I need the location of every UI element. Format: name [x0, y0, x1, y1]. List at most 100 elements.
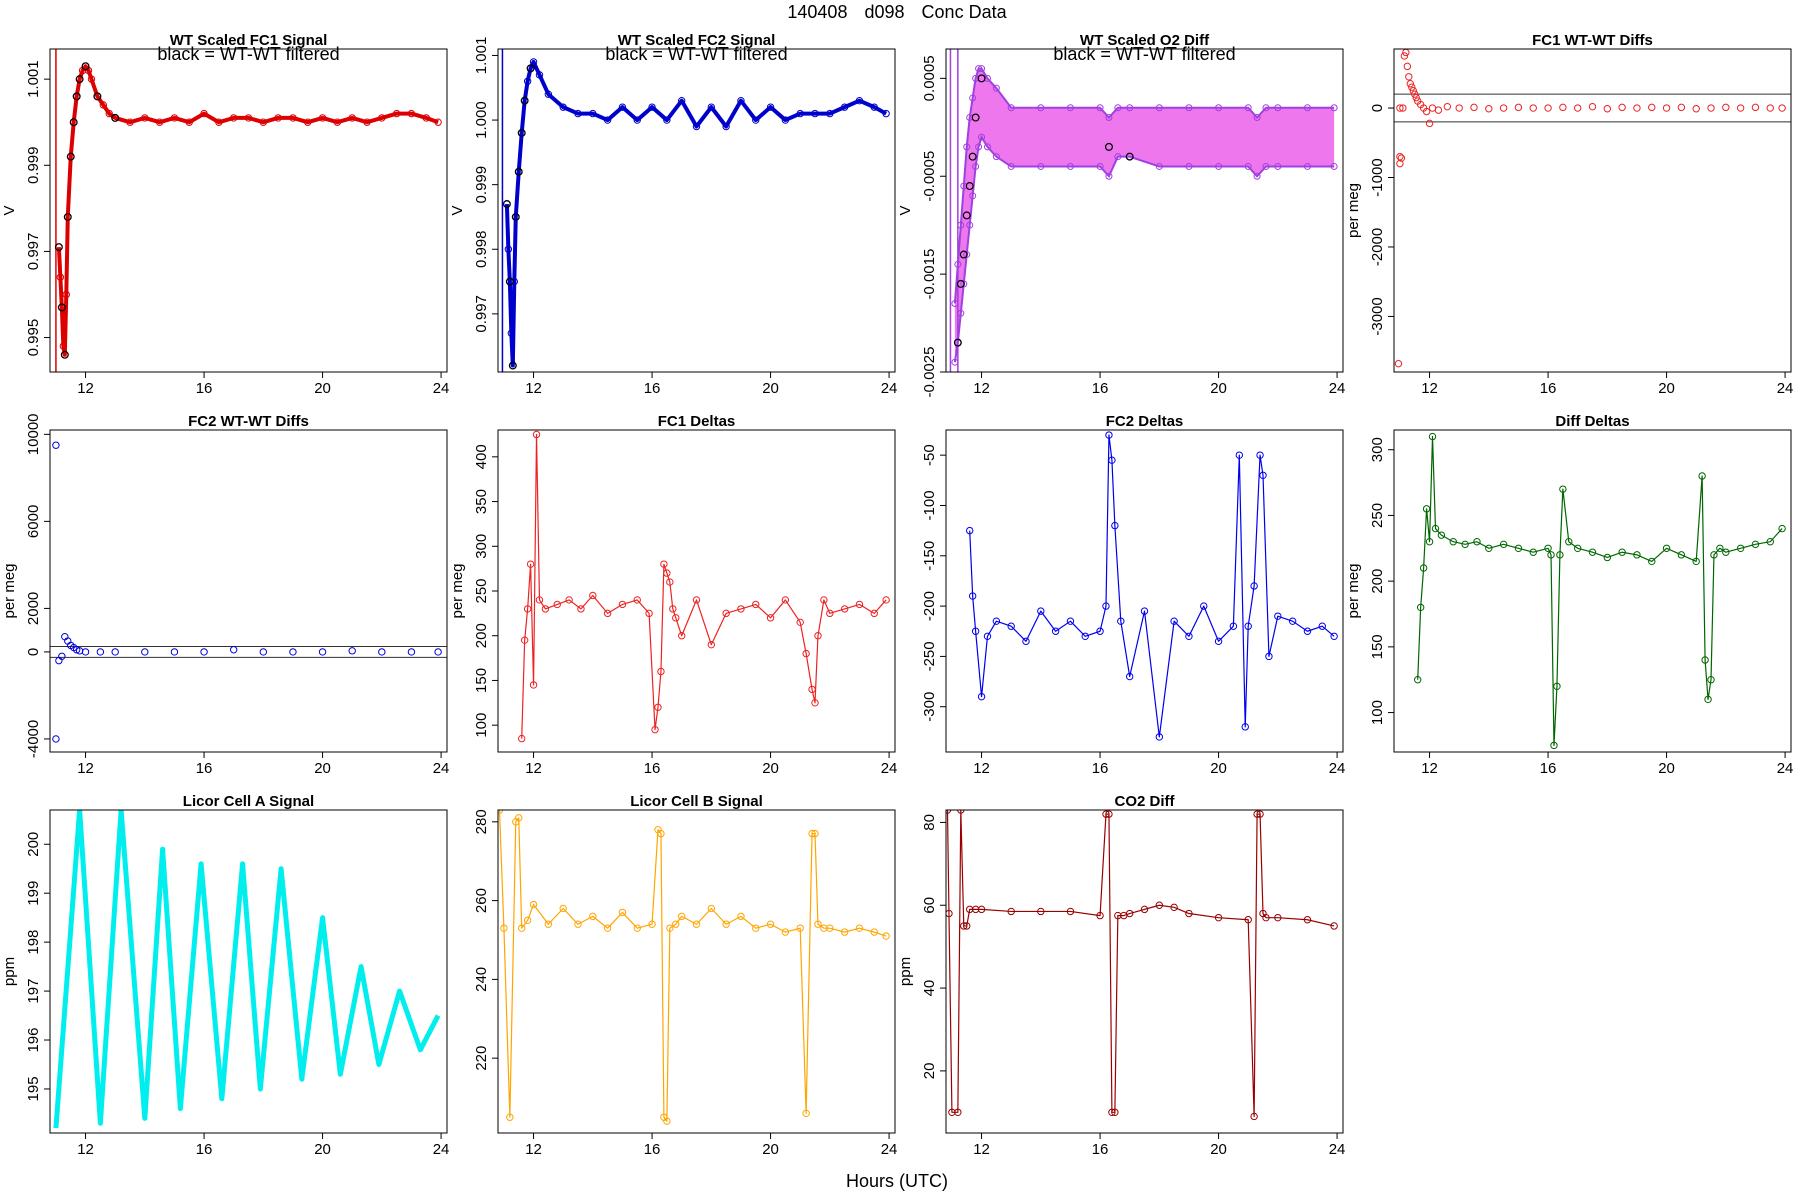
data-point — [318, 114, 327, 122]
data-point — [126, 118, 134, 126]
data-point — [1303, 104, 1311, 112]
filtered-point — [1104, 142, 1113, 151]
data-point — [1111, 521, 1119, 530]
data-point — [1253, 114, 1261, 122]
x-tick-label: 12 — [973, 1141, 990, 1158]
data-point — [1096, 104, 1104, 112]
y-axis-label: per meg — [1, 563, 18, 618]
panel-title: FC1 Deltas — [658, 413, 736, 430]
data-point — [155, 118, 164, 126]
data-point — [966, 526, 974, 535]
data-point — [811, 109, 819, 118]
data-point — [648, 103, 656, 111]
plot-frame — [945, 48, 1344, 373]
data-point — [1722, 103, 1730, 112]
y-axis-label: V — [897, 205, 914, 215]
data-point — [811, 699, 819, 707]
data-point — [1588, 102, 1597, 111]
filtered-point — [977, 74, 986, 83]
data-point — [1473, 538, 1481, 546]
data-point — [185, 118, 193, 126]
data-point — [826, 924, 834, 932]
data-point — [983, 143, 991, 151]
data-point — [559, 103, 567, 111]
x-tick-label: 20 — [314, 380, 331, 397]
data-point — [1215, 104, 1223, 112]
data-point — [1431, 524, 1440, 533]
data-point — [1778, 524, 1786, 533]
panel-title: Licor Cell A Signal — [183, 793, 314, 810]
data-point — [523, 77, 532, 86]
data-point — [1443, 102, 1452, 111]
plot-area — [54, 49, 442, 372]
data-point — [507, 329, 516, 337]
data-point — [957, 810, 965, 814]
data-point — [963, 922, 971, 930]
data-point — [1618, 548, 1626, 556]
data-point — [1556, 551, 1564, 559]
data-point — [808, 685, 816, 694]
data-point — [1274, 913, 1282, 922]
data-point — [52, 441, 60, 449]
data-point — [407, 648, 416, 656]
data-point — [969, 94, 977, 102]
data-point — [1425, 119, 1434, 128]
data-point — [645, 609, 653, 618]
plot-area — [949, 49, 1338, 372]
data-point — [1096, 911, 1104, 920]
data-point — [1499, 540, 1508, 549]
x-tick-label: 12 — [525, 380, 542, 397]
y-tick-label: -0.0005 — [921, 151, 938, 202]
y-tick-label: 280 — [473, 809, 490, 834]
x-tick-label: 24 — [433, 380, 450, 397]
data-point — [1400, 52, 1409, 60]
data-point — [855, 96, 864, 105]
y-tick-label: 150 — [473, 668, 490, 693]
data-point — [99, 101, 108, 109]
filtered-point — [965, 182, 974, 191]
x-tick-label: 12 — [1421, 760, 1438, 777]
y-axis-label: V — [449, 205, 466, 215]
x-tick-label: 24 — [1777, 760, 1794, 777]
y-tick-label: 2000 — [25, 592, 42, 625]
y-tick-label: 260 — [473, 888, 490, 913]
y-tick-label: -100 — [921, 490, 938, 520]
data-point — [1716, 544, 1724, 552]
plot-frame — [1393, 48, 1792, 373]
data-point — [983, 632, 992, 640]
y-tick-label: 400 — [473, 444, 490, 469]
data-point — [882, 932, 890, 940]
data-point — [1066, 907, 1075, 916]
data-point — [274, 114, 282, 122]
data-point — [1419, 564, 1428, 572]
data-point — [1559, 103, 1567, 112]
panel-annotation: black = WT-WT filtered — [157, 44, 339, 64]
data-point — [553, 600, 561, 609]
data-point — [259, 118, 268, 126]
data-point — [1256, 451, 1264, 459]
data-point — [1303, 916, 1312, 924]
x-tick-label: 20 — [1210, 380, 1227, 397]
data-point — [802, 649, 810, 658]
data-point — [259, 648, 268, 656]
filtered-point — [60, 350, 69, 359]
data-point — [1437, 531, 1446, 539]
y-tick-label: 200 — [25, 832, 42, 857]
data-point — [1051, 627, 1060, 635]
x-tick-label: 20 — [1658, 380, 1675, 397]
data-point — [882, 596, 890, 604]
y-tick-label: 60 — [921, 897, 938, 914]
plot-area — [501, 49, 890, 372]
data-point — [378, 114, 386, 122]
data-point — [200, 648, 208, 656]
data-point — [657, 667, 665, 676]
data-point — [814, 920, 822, 928]
plot-frame — [49, 809, 448, 1134]
plot-frame — [945, 809, 1344, 1134]
data-point — [1303, 162, 1311, 170]
x-tick-label: 12 — [77, 760, 94, 777]
data-point — [1403, 62, 1412, 71]
data-point — [141, 114, 149, 122]
data-point — [618, 908, 627, 917]
